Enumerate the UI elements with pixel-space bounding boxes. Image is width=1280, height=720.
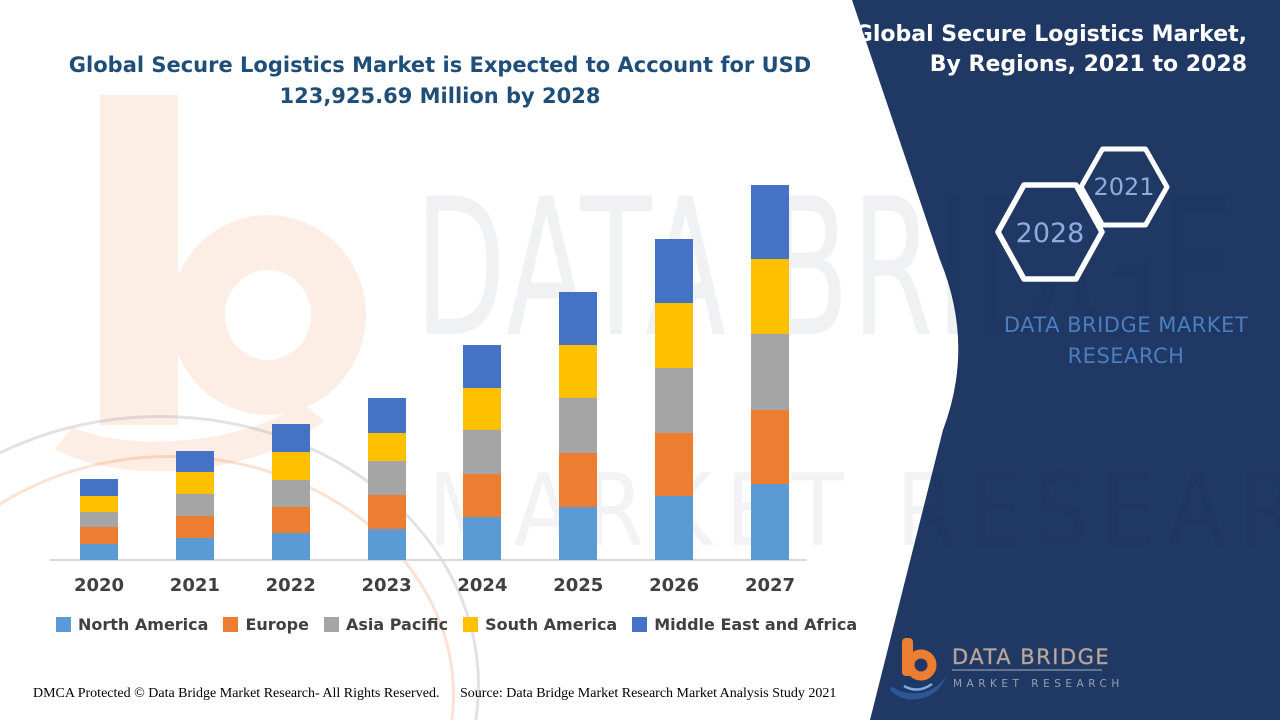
bar-segment-2021-europe: [175, 516, 214, 538]
x-tick-label-2023: 2023: [361, 575, 412, 596]
bar-segment-2023-asia-pacific: [367, 461, 406, 495]
page-title: Global Secure Logistics Market is Expect…: [68, 53, 812, 108]
bar-segment-2023-middle-east-and-africa: [367, 398, 406, 433]
bar-segment-2027-south-america: [751, 259, 790, 334]
bar-2023: [367, 398, 406, 560]
legend-marker-icon: [223, 617, 239, 632]
bar-segment-2020-europe: [80, 527, 118, 544]
legend-item-asia-pacific: Asia Pacific: [323, 615, 449, 634]
logo-b-watermark-stem-shape: [100, 95, 178, 425]
bar-segment-2024-middle-east-and-africa: [463, 345, 502, 388]
bar-segment-2024-asia-pacific: [463, 430, 502, 474]
bar-segment-2020-middle-east-and-africa: [80, 479, 118, 496]
bar-2026: [655, 239, 694, 560]
x-tick-label-2026: 2026: [649, 575, 700, 596]
bar-segment-2027-europe: [751, 410, 790, 484]
bar-segment-2021-asia-pacific: [175, 494, 214, 516]
bar-segment-2022-north-america: [271, 533, 310, 560]
bar-segment-2025-south-america: [559, 345, 598, 398]
bar-2021: [175, 451, 214, 560]
bar-segment-2022-middle-east-and-africa: [271, 424, 310, 452]
bar-segment-2022-asia-pacific: [271, 480, 310, 507]
brand-wordmark: DATA BRIDGE MARKET RESEARCH: [998, 310, 1254, 372]
bar-2020: [80, 479, 118, 560]
hexagon-2028-label: 2028: [1016, 218, 1085, 249]
legend-item-north-america: North America: [56, 615, 208, 634]
bar-segment-2022-south-america: [271, 452, 310, 480]
legend-marker-icon: [56, 617, 71, 632]
bar-segment-2027-middle-east-and-africa: [751, 185, 790, 259]
bar-segment-2026-europe: [655, 433, 694, 496]
legend-item-middle-east-and-africa: Middle East and Africa: [632, 615, 857, 634]
panel-title-line2: By Regions, 2021 to 2028: [929, 52, 1247, 77]
bar-segment-2026-asia-pacific: [655, 368, 694, 433]
bar-segment-2021-south-america: [175, 472, 214, 494]
bar-segment-2024-europe: [463, 474, 502, 517]
x-tick-label-2027: 2027: [744, 575, 796, 596]
legend-marker-icon: [463, 617, 479, 632]
legend-marker-icon: [323, 617, 339, 632]
bar-segment-2021-north-america: [175, 538, 214, 560]
bar-segment-2020-asia-pacific: [80, 512, 118, 527]
bar-segment-2025-europe: [559, 453, 598, 507]
legend-label: Asia Pacific: [345, 615, 449, 634]
brand-wordmark-line2: RESEARCH: [1067, 344, 1185, 368]
bar-2025: [559, 292, 598, 560]
bar-segment-2025-asia-pacific: [559, 398, 598, 453]
bar-2022: [271, 424, 310, 560]
legend-label: South America: [485, 615, 618, 634]
bar-segment-2023-north-america: [367, 529, 406, 560]
bar-segment-2026-north-america: [655, 496, 694, 560]
bar-segment-2025-north-america: [559, 507, 598, 560]
bar-2027: [751, 185, 790, 560]
dmca-notice: DMCA Protected © Data Bridge Market Rese…: [33, 686, 440, 701]
hexagon-2028-shape: [995, 182, 1105, 282]
legend-item-south-america: South America: [463, 615, 617, 634]
bar-segment-2023-south-america: [367, 433, 406, 461]
legend-item-europe: Europe: [223, 615, 309, 634]
hexagon-2021-label: 2021: [1093, 173, 1154, 201]
x-tick-label-2020: 2020: [73, 575, 125, 596]
bar-segment-2020-south-america: [80, 496, 118, 512]
bar-chart: 2020 2021 2022 2023 2024 2025 2026 2027: [50, 185, 807, 596]
footer-logo-line2: MARKET RESEARCH: [953, 678, 1120, 690]
source-note: Source: Data Bridge Market Research Mark…: [460, 686, 837, 701]
chart-legend: North America Europe Asia Pacific South Ame…: [56, 615, 857, 634]
bar-segment-2024-north-america: [463, 517, 502, 560]
panel-title-line1: Global Secure Logistics Market,: [854, 22, 1247, 47]
x-tick-label-2021: 2021: [169, 575, 220, 596]
bar-segment-2020-north-america: [80, 544, 118, 560]
data-bridge-logo-icon: [890, 638, 946, 700]
bar-2024: [463, 345, 502, 560]
footer-logo: DATA BRIDGE MARKET RESEARCH: [890, 638, 1120, 700]
brand-wordmark-line1: DATA BRIDGE MARKET: [1003, 313, 1249, 337]
year-hexagons: 2028 2021: [995, 146, 1170, 282]
hexagon-2021-shape: [1078, 146, 1170, 228]
bar-segment-2022-europe: [271, 507, 310, 533]
panel-title: Global Secure Logistics Market, By Regio…: [827, 20, 1247, 80]
bar-segment-2021-middle-east-and-africa: [175, 451, 214, 472]
bar-segment-2025-middle-east-and-africa: [559, 292, 598, 345]
legend-label: North America: [78, 615, 209, 634]
legend-label: Middle East and Africa: [654, 615, 858, 634]
bar-segment-2024-south-america: [463, 388, 502, 430]
bar-segment-2023-europe: [367, 495, 406, 529]
x-axis-line: [50, 559, 807, 561]
footer-logo-line1: DATA BRIDGE: [952, 645, 1110, 669]
bar-segment-2026-middle-east-and-africa: [655, 239, 694, 303]
bar-segment-2027-north-america: [751, 484, 790, 560]
x-tick-label-2025: 2025: [553, 575, 604, 596]
legend-marker-icon: [632, 617, 648, 632]
x-tick-label-2024: 2024: [457, 575, 508, 596]
legend-label: Europe: [245, 615, 309, 634]
bar-segment-2027-asia-pacific: [751, 334, 790, 410]
bar-segment-2026-south-america: [655, 303, 694, 368]
x-tick-label-2022: 2022: [265, 575, 316, 596]
